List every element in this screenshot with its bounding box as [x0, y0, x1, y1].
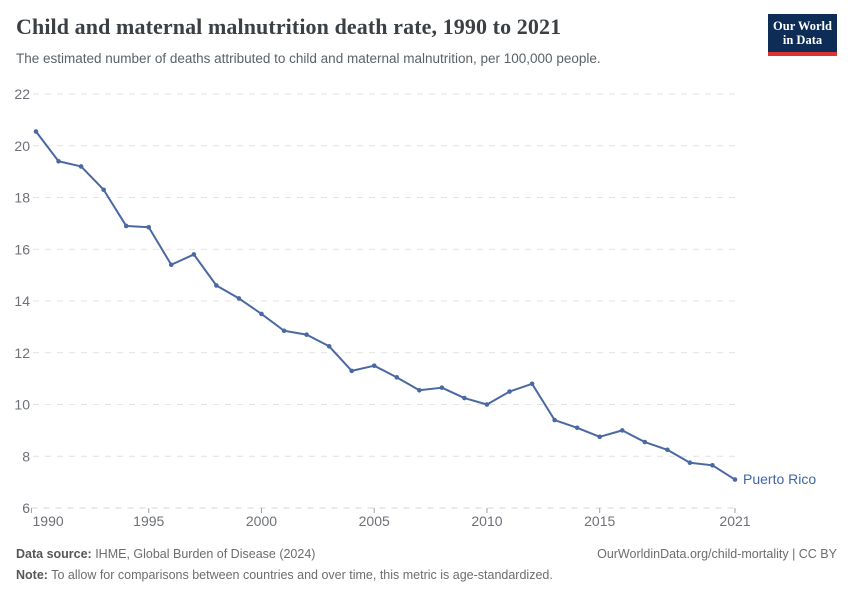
data-point [214, 283, 219, 288]
y-axis-label: 14 [14, 293, 30, 309]
y-axis-label: 8 [22, 448, 30, 464]
citation-url: OurWorldinData.org/child-mortality | CC … [597, 547, 837, 561]
line-chart: 6 8 10 12 14 16 18 20 22 1990 1995 2000 2005 2010 2015… [14, 86, 816, 529]
y-axis-label: 16 [14, 241, 30, 257]
data-point [619, 428, 625, 433]
data-source-line: Data source: IHME, Global Burden of Dise… [16, 547, 315, 561]
data-point [574, 425, 580, 431]
data-point [281, 328, 287, 334]
owid-logo-line2: in Data [782, 33, 823, 48]
note-label: Note: [16, 568, 48, 582]
series-end-label: Puerto Rico [743, 471, 816, 487]
data-point [529, 381, 535, 387]
y-axis-label: 22 [14, 86, 30, 102]
y-axis-label: 6 [22, 500, 30, 516]
data-point [56, 158, 61, 164]
data-point [687, 460, 693, 466]
x-axis-label: 2005 [359, 513, 390, 529]
owid-logo-line1: Our World [773, 19, 832, 33]
data-point [710, 463, 715, 468]
data-point [552, 417, 557, 423]
data-source-text: IHME, Global Burden of Disease (2024) [91, 547, 316, 561]
data-point [371, 363, 377, 368]
x-axis-label: 2021 [719, 513, 750, 529]
x-axis-label: 2000 [246, 513, 277, 529]
data-point [101, 187, 106, 193]
data-point [259, 311, 264, 317]
data-source-label: Data source: [16, 547, 92, 561]
data-point [507, 389, 512, 394]
data-point [484, 402, 490, 407]
note-line: Note: To allow for comparisons between c… [16, 568, 837, 582]
data-point [33, 129, 39, 134]
y-axis-label: 10 [14, 397, 30, 413]
data-point [168, 262, 174, 268]
x-axis-label: 1995 [133, 513, 164, 529]
data-point [597, 434, 603, 440]
y-axis-label: 12 [14, 345, 30, 361]
data-point [417, 387, 422, 393]
data-point [304, 332, 309, 337]
data-point [349, 368, 354, 374]
y-axis-label: 18 [14, 190, 30, 206]
x-axis-label: 2015 [584, 513, 615, 529]
data-point [394, 375, 400, 380]
data-point [439, 385, 445, 390]
data-point [642, 439, 648, 445]
data-point [78, 164, 84, 169]
data-point [462, 395, 467, 401]
data-point [123, 223, 129, 229]
chart-title: Child and maternal malnutrition death ra… [16, 14, 562, 39]
data-point [236, 296, 242, 301]
data-point [665, 447, 670, 453]
chart-subtitle: The estimated number of deaths attribute… [16, 51, 601, 66]
data-point [146, 224, 152, 230]
data-point [732, 477, 738, 482]
x-axis-label: 1990 [33, 513, 64, 529]
owid-logo: Our World in Data [768, 14, 837, 56]
data-point [326, 343, 332, 349]
y-axis-label: 20 [14, 138, 30, 154]
note-text: To allow for comparisons between countri… [47, 568, 553, 582]
data-point [191, 252, 197, 257]
series-line [35, 130, 736, 481]
x-axis-label: 2010 [471, 513, 502, 529]
